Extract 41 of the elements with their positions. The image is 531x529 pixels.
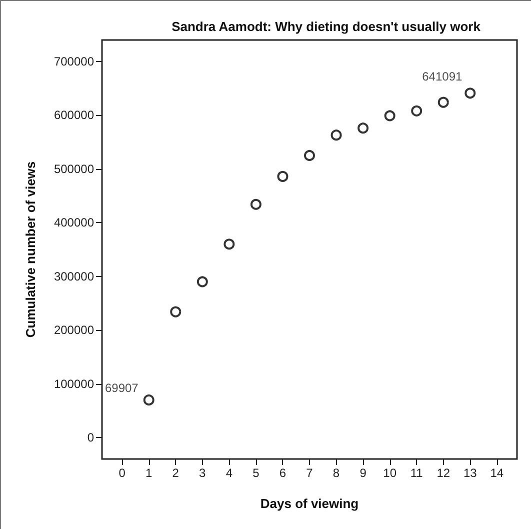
data-label: 69907 <box>104 380 139 395</box>
x-tick-label: 6 <box>279 466 286 480</box>
point <box>464 88 476 99</box>
x-tick-label: 11 <box>410 466 424 480</box>
y-tick-label: 500000 <box>54 162 94 176</box>
x-tick-label: 9 <box>360 466 367 480</box>
x-tick-label: 7 <box>306 466 314 480</box>
point <box>250 198 262 210</box>
point <box>170 306 182 318</box>
x-tick-label: 10 <box>383 466 397 480</box>
data-label: 641091 <box>422 70 462 84</box>
point <box>358 122 369 134</box>
y-axis-title: Cumulative number of views <box>23 161 38 338</box>
x-tick-label: 2 <box>172 466 180 480</box>
y-tick-label: 100000 <box>54 376 94 391</box>
x-tick-label: 5 <box>252 466 260 480</box>
point <box>196 276 208 288</box>
x-tick-label: 1 <box>146 466 153 480</box>
point <box>224 238 235 250</box>
point <box>384 110 396 122</box>
y-tick-label: 600000 <box>54 108 94 122</box>
y-tick-label: 300000 <box>54 269 94 284</box>
x-tick-label: 12 <box>436 466 450 480</box>
y-tick-label: 700000 <box>54 54 94 68</box>
x-tick-label: 13 <box>463 466 478 480</box>
point <box>304 150 315 161</box>
point <box>411 105 422 116</box>
point <box>277 170 288 182</box>
chart-title: Sandra Aamodt: Why dieting doesn't usually work <box>172 19 482 34</box>
x-tick-label: 0 <box>118 466 126 480</box>
y-tick-label: 200000 <box>54 323 94 338</box>
point <box>143 394 154 406</box>
x-tick-label: 8 <box>332 466 340 480</box>
x-tick-label: 4 <box>226 466 233 480</box>
y-tick-label: 0 <box>87 430 94 445</box>
y-tick-label: 400000 <box>54 216 94 230</box>
x-tick-label: 14 <box>490 466 504 480</box>
point <box>330 130 342 141</box>
x-tick-label: 3 <box>199 466 206 480</box>
point <box>438 96 449 108</box>
x-axis-title: Days of viewing <box>260 496 359 511</box>
